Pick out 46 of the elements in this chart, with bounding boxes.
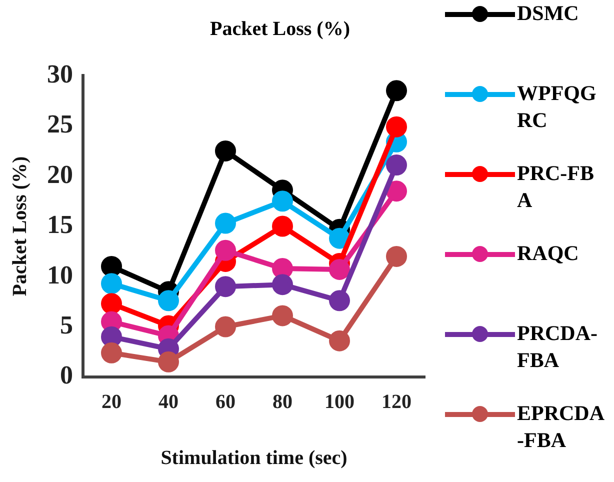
legend-label: EPRCDA-FBA: [517, 400, 606, 454]
chart-title: Packet Loss (%): [209, 18, 351, 41]
x-tick-label: 40: [158, 391, 178, 414]
point: [215, 240, 236, 261]
y-axis-title: Packet Loss (%): [9, 156, 32, 296]
point: [272, 274, 293, 296]
point: [158, 290, 179, 312]
point: [386, 154, 407, 176]
legend-label: PRC-FBA: [517, 160, 595, 214]
point: [101, 293, 122, 314]
x-axis-title: Stimulation time (sec): [160, 447, 348, 470]
point: [101, 342, 122, 364]
point: [215, 140, 236, 162]
y-tick-label: 30: [47, 59, 73, 88]
point: [158, 351, 179, 372]
point: [215, 212, 236, 234]
legend-label: DSMC: [517, 0, 580, 27]
point: [386, 80, 407, 102]
point: [272, 216, 293, 237]
point: [215, 276, 236, 298]
legend-label: RAQC: [517, 240, 580, 267]
x-tick-label: 80: [272, 391, 292, 414]
legend-label: PRCDA-FBA: [517, 320, 598, 374]
point: [101, 256, 122, 277]
y-tick-label: 0: [60, 360, 73, 390]
point: [272, 190, 293, 212]
point: [272, 305, 293, 326]
x-tick-label: 120: [382, 391, 412, 414]
point: [101, 273, 122, 294]
x-tick-label: 20: [102, 391, 122, 414]
point: [386, 116, 407, 138]
y-tick-label: 15: [47, 210, 73, 240]
y-tick-label: 5: [60, 310, 73, 340]
point: [329, 330, 350, 352]
y-tick-label: 10: [47, 260, 73, 290]
point: [329, 290, 350, 312]
y-tick-label: 25: [47, 110, 73, 139]
point: [329, 259, 350, 280]
point: [386, 180, 407, 202]
point: [386, 246, 407, 267]
point: [329, 228, 350, 249]
point: [215, 316, 236, 338]
y-tick-label: 20: [47, 160, 73, 189]
legend-label: WPFQGRC: [517, 80, 598, 134]
x-tick-label: 60: [216, 391, 236, 414]
x-tick-label: 100: [324, 391, 354, 414]
